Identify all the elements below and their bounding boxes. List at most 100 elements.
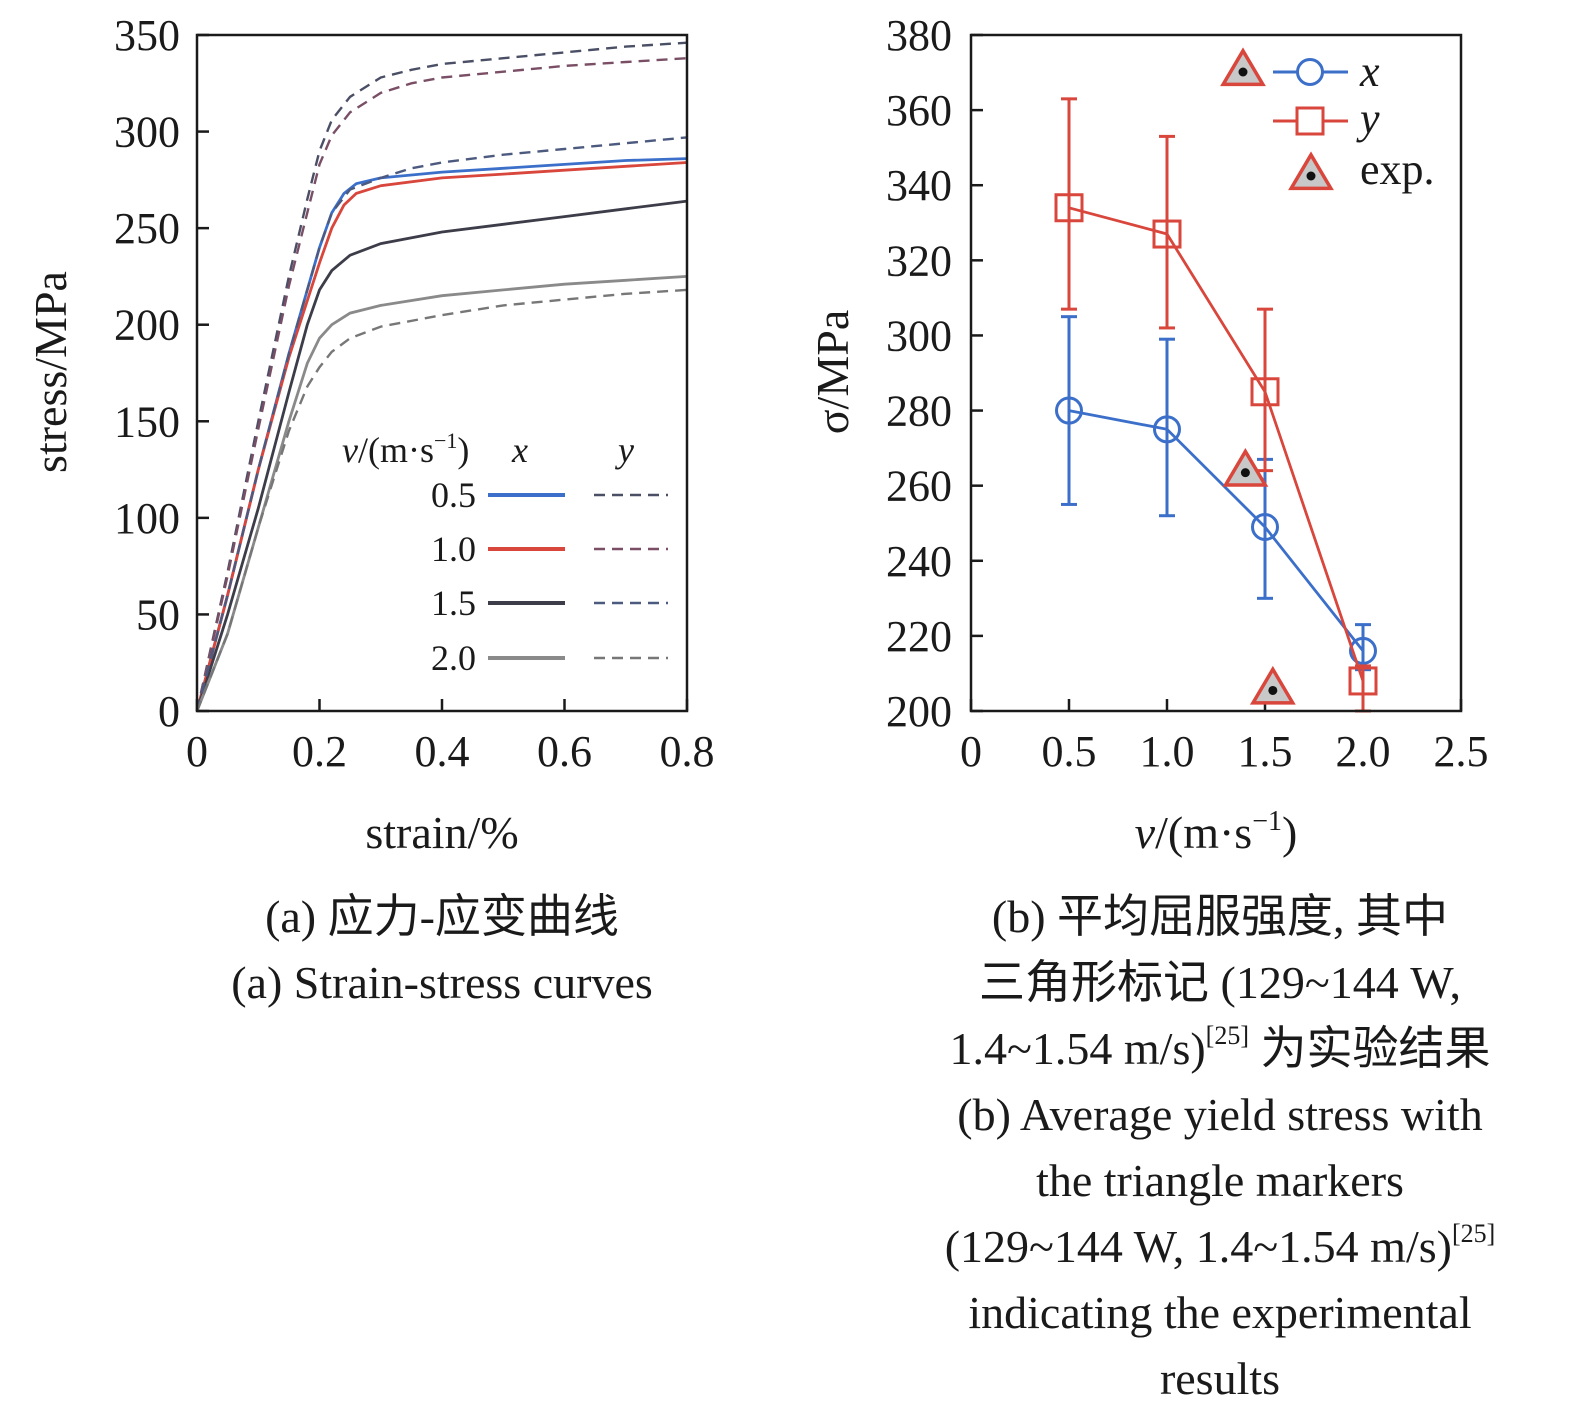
curve-y-1-5 [195, 136, 688, 712]
legend-a-col-x: x [511, 430, 528, 470]
series-line-y [1068, 206, 1365, 682]
series-x [1055, 315, 1377, 672]
marker-circle [1055, 396, 1083, 425]
panel-a-xtick-label: 0.2 [292, 727, 347, 776]
legend-a-row-label: 0.5 [431, 475, 476, 515]
series-y [1054, 97, 1378, 713]
marker-square [1054, 193, 1084, 223]
marker-triangle-dot [1240, 468, 1250, 478]
series-exp [1222, 448, 1296, 705]
legend-b-label-exp: exp. [1360, 145, 1435, 194]
panel-b-ytick-label: 300 [886, 311, 952, 360]
legend-a-rows: 0.5 1.0 1.5 2.0 [431, 475, 668, 678]
panel-b-frame [969, 33, 1463, 713]
caption-b-en-5: results [1159, 1353, 1281, 1404]
panel-a-ytick-label: 0 [158, 687, 180, 736]
legend-a-title-v: v [342, 430, 358, 470]
panel-b-ytick-label: 280 [886, 387, 952, 436]
caption-b-cn-3-tail: 为实验结果 [1249, 1023, 1491, 1074]
curve-x-2-0 [195, 275, 688, 712]
panel-a-ytick-label: 200 [114, 301, 180, 350]
panel-a-stress-strain: 0 0.2 0.4 0.6 0.8 0 50 100 150 200 250 300 350 strai… [25, 11, 715, 858]
panel-b-ytick-label: 220 [886, 612, 952, 661]
legend-a-row-label: 2.0 [431, 638, 476, 678]
legend-b-marker-y [1295, 106, 1325, 136]
legend-a-title: v/(m·s−1) [342, 428, 469, 470]
panel-b-xlabel: v/(m·s−1) [1135, 806, 1298, 858]
curve-x-1-0 [195, 161, 688, 712]
panel-b-ytick-label: 340 [886, 161, 952, 210]
caption-a-cn: (a) 应力-应变曲线 [265, 891, 619, 942]
curve-y-0-5 [195, 41, 688, 712]
panel-b-ytick-label: 240 [886, 537, 952, 586]
panel-b-ytick-label: 260 [886, 462, 952, 511]
legend-a-title-close: ) [457, 430, 469, 470]
caption-b-cn-3-main: 1.4~1.54 m/s) [949, 1023, 1206, 1074]
panel-b-series [1054, 97, 1378, 713]
panel-b-xlabel-sup: −1 [1252, 806, 1282, 837]
panel-b-ytick-label: 320 [886, 236, 952, 285]
marker-square [1152, 219, 1182, 249]
panel-a-frame [195, 33, 689, 713]
panel-b-xtick-label: 2.5 [1434, 727, 1489, 776]
panel-a-ytick-label: 150 [114, 397, 180, 446]
legend-a-col-y: y [615, 430, 634, 470]
panel-b-xlabel-v: v [1135, 807, 1156, 858]
marker-square [1250, 377, 1280, 407]
legend-a-row-label: 1.5 [431, 583, 476, 623]
panel-b-xtick-label: 1.5 [1238, 727, 1293, 776]
legend-b-marker-exp-dot [1306, 171, 1316, 181]
caption-a-en: (a) Strain-stress curves [231, 957, 653, 1008]
panel-b-xlabel-unit: /(m·s [1155, 807, 1252, 858]
panel-a-xtick-label: 0 [186, 727, 208, 776]
marker-triangle [1249, 665, 1296, 705]
caption-b-en-3-ref: [25] [1451, 1219, 1496, 1248]
panel-a-xlabel: strain/% [365, 807, 518, 858]
panel-a-curves [195, 41, 688, 712]
marker-triangle-dot [1268, 685, 1278, 695]
caption-b-en-3-main: (129~144 W, 1.4~1.54 m/s) [944, 1221, 1452, 1272]
legend-b-label-y: y [1356, 94, 1380, 143]
caption-b-en-2: the triangle markers [1036, 1155, 1404, 1206]
caption-b-cn-3: 1.4~1.54 m/s)[25] 为实验结果 [880, 1016, 1560, 1082]
panel-b-xtick-label: 0.5 [1042, 727, 1097, 776]
legend-b-label-x: x [1359, 47, 1380, 96]
panel-a-xtick-label: 0.4 [415, 727, 470, 776]
panel-b-ticks: 0 0.5 1.0 1.5 2.0 2.5 200 220 240 260 280 300 320 340… [886, 11, 1489, 776]
panel-a-ticks: 0 0.2 0.4 0.6 0.8 0 50 100 150 200 250 300 350 [114, 11, 715, 776]
caption-b-cn-2: 三角形标记 (129~144 W, [979, 957, 1461, 1008]
caption-b-en-1: (b) Average yield stress with [957, 1089, 1483, 1140]
legend-b-triangle-top [1220, 47, 1266, 87]
panel-b-ytick-label: 200 [886, 687, 952, 736]
caption-b-en-4: indicating the experimental [968, 1287, 1472, 1338]
series-line-x [1068, 409, 1365, 652]
panel-a-ytick-label: 50 [136, 590, 180, 639]
panel-b-xtick-label: 1.0 [1140, 727, 1195, 776]
caption-b-cn-1: (b) 平均屈服强度, 其中 [991, 891, 1449, 942]
panel-b-ylabel: σ/MPa [807, 310, 858, 434]
legend-b-marker-x [1296, 58, 1324, 86]
panel-b-xlabel-close: ) [1282, 807, 1297, 858]
panel-a-ytick-label: 300 [114, 108, 180, 157]
panel-b-yield-stress: 0 0.5 1.0 1.5 2.0 2.5 200 220 240 260 280 300 320 340… [807, 11, 1489, 858]
caption-b: (b) 平均屈服强度, 其中 三角形标记 (129~144 W, 1.4~1.5… [880, 884, 1560, 1412]
legend-a-title-unit: /(m·s [358, 430, 434, 470]
legend-a-row-label: 1.0 [431, 529, 476, 569]
legend-b-triangle-top-dot [1238, 67, 1248, 77]
marker-circle [1349, 636, 1377, 665]
panel-a-legend: v/(m·s−1) x y 0.5 1.0 1.5 2.0 [342, 428, 668, 678]
panel-a-ytick-label: 350 [114, 11, 180, 60]
panel-a-xtick-label: 0.8 [660, 727, 715, 776]
caption-b-en-3: (129~144 W, 1.4~1.54 m/s)[25] [880, 1214, 1560, 1280]
panel-b-ytick-label: 360 [886, 86, 952, 135]
panel-a-ytick-label: 100 [114, 494, 180, 543]
legend-b-marker-exp [1288, 151, 1334, 191]
caption-b-cn-3-ref: [25] [1205, 1021, 1249, 1050]
panel-a-xtick-label: 0.6 [537, 727, 592, 776]
curve-y-2-0 [195, 288, 688, 712]
marker-square [1348, 666, 1378, 696]
legend-a-title-sup: −1 [434, 428, 457, 453]
panel-b-ytick-label: 380 [886, 11, 952, 60]
panel-b-xtick-label: 0 [960, 727, 982, 776]
